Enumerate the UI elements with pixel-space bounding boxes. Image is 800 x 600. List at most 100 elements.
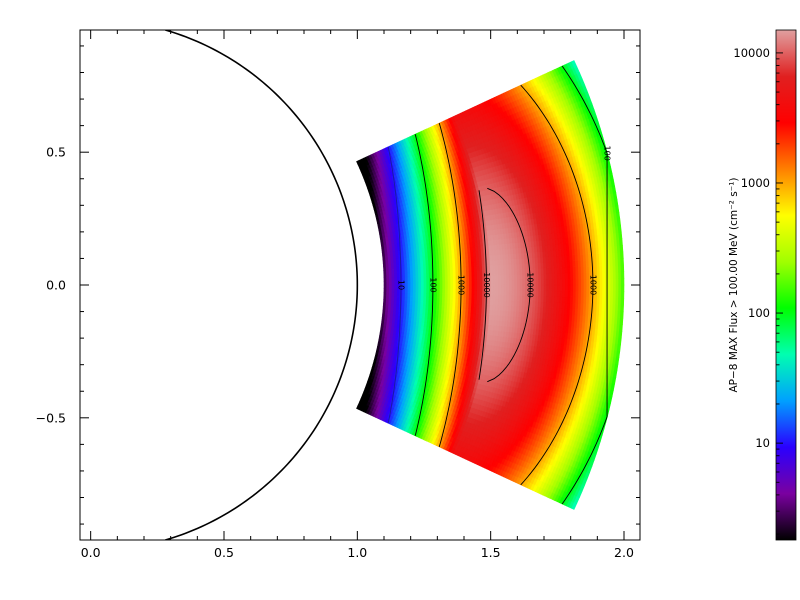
heatmap-cell [508,279,513,286]
heatmap-cell [559,284,563,292]
heatmap-cell [506,289,510,296]
heatmap-cell [404,292,409,298]
heatmap-cell [389,284,393,290]
heatmap-cell [389,280,393,286]
heatmap-cell [436,293,441,299]
heatmap-cell [514,279,518,286]
heatmap-cell [383,288,387,293]
heatmap-cell [556,290,561,297]
heatmap-cell [564,278,569,286]
heatmap-cell [511,279,515,286]
heatmap-cell [447,284,451,290]
heatmap-cell [413,284,417,290]
heatmap-cell [514,284,518,291]
heatmap-cell [540,273,545,280]
heatmap-cell [546,278,550,286]
heatmap-cell [386,273,390,278]
heatmap-cell [450,275,454,281]
heatmap-cell [444,275,449,281]
heatmap-cell [439,293,443,299]
heatmap-cell [436,271,441,277]
heatmap-cell [420,272,425,278]
heatmap-cell [402,292,406,298]
heatmap-cell [551,284,555,292]
heatmap-cell [556,278,561,286]
heatmap-cell [562,272,566,280]
heatmap-cell [394,292,398,297]
heatmap-cell [498,279,502,286]
heatmap-cell [444,293,449,299]
heatmap-cell [450,280,454,286]
heatmap-cell [562,290,566,298]
heatmap-cell [506,274,510,281]
heatmap-cell [391,277,395,282]
heatmap-cell [495,279,499,286]
heatmap-cell [412,276,417,282]
heatmap-cell [453,284,457,290]
heatmap-cell [535,284,539,291]
heatmap-cell [516,274,521,281]
heatmap-cell [407,276,411,282]
heatmap-cell [418,272,422,278]
heatmap-cell [538,290,542,297]
heatmap-cell [423,284,427,290]
heatmap-cell [498,274,502,281]
heatmap-cell [495,289,499,296]
heatmap-cell [503,274,507,281]
heatmap-cell [567,290,571,298]
heatmap-cell [388,277,393,282]
heatmap-cell [386,292,390,297]
heatmap-cell [476,279,481,286]
heatmap-cell [468,279,473,286]
heatmap-cell [522,279,526,286]
heatmap-cell [407,280,411,286]
heatmap-cell [391,292,395,297]
heatmap-cell [511,284,515,291]
heatmap-cell [543,284,547,291]
heatmap-cell [388,273,393,278]
heatmap-cell [519,279,523,286]
heatmap-cell [559,290,563,298]
heatmap-cell [418,276,422,282]
heatmap-cell [471,279,475,286]
heatmap-cell [543,290,547,297]
heatmap-cell [556,273,561,280]
heatmap-cell [535,279,539,286]
heatmap-cell [386,288,390,293]
heatmap-cell [535,290,539,297]
heatmap-cell [407,272,411,278]
heatmap-cell [474,289,478,295]
heatmap-cell [445,284,449,290]
heatmap-cell [444,289,449,295]
heatmap-cell [439,280,443,286]
heatmap-cell [506,279,510,286]
heatmap-cell [559,278,563,286]
heatmap-cell [439,271,443,277]
heatmap-cell [450,289,454,295]
heatmap-cell [404,272,409,278]
heatmap-cell [567,278,571,286]
heatmap-cell [500,279,505,286]
heatmap-cell [500,284,505,291]
heatmap-cell [535,273,539,280]
heatmap-cell [410,276,414,282]
heatmap-cell [564,290,569,298]
heatmap-cell [383,281,387,286]
heatmap-cell [506,284,510,291]
heatmap-cell [559,272,563,280]
heatmap-cell [444,271,449,277]
heatmap-cell [396,292,401,297]
heatmap-cell [546,290,550,297]
heatmap-cell [423,292,427,298]
heatmap-cell [423,276,427,282]
heatmap-cell [548,273,553,280]
heatmap-cell [388,292,393,297]
heatmap-cell [447,275,451,281]
heatmap-cell [508,274,513,281]
heatmap-cell [471,289,475,295]
heatmap-cell [426,272,430,277]
heatmap-cell [538,279,542,286]
heatmap-cell [554,278,558,286]
